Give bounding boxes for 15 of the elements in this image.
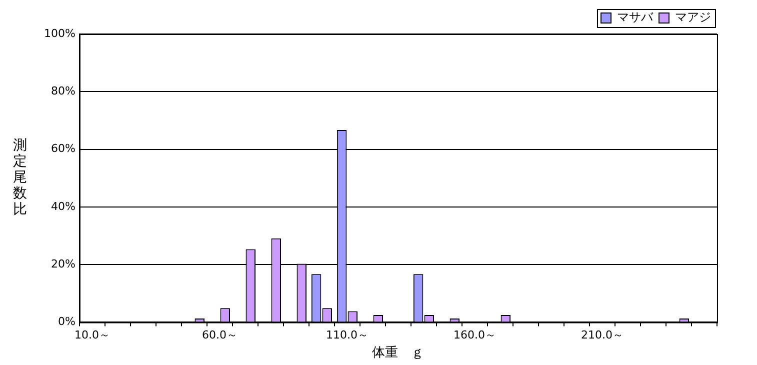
- y-tick-label: 20%: [50, 257, 76, 270]
- y-tick-label: 60%: [50, 142, 76, 156]
- legend-label: マアジ: [675, 10, 711, 24]
- x-tick-label: 110.0～: [326, 328, 368, 342]
- y-tick-label: 100%: [44, 26, 76, 40]
- x-tick-label: 160.0～: [453, 328, 496, 342]
- x-axis-title: 体重 ｇ: [372, 346, 424, 361]
- y-tick-label: 80%: [50, 84, 76, 98]
- y-axis-title: 測定尾数比: [13, 138, 27, 218]
- y-tick-label: 40%: [50, 200, 76, 213]
- x-tick-label: 60.0～: [202, 328, 238, 342]
- legend-label: マサバ: [617, 10, 654, 24]
- x-tick-label: 210.0～: [580, 328, 624, 342]
- x-tick-label: 10.0～: [74, 328, 110, 342]
- y-tick-label: 0%: [58, 315, 76, 328]
